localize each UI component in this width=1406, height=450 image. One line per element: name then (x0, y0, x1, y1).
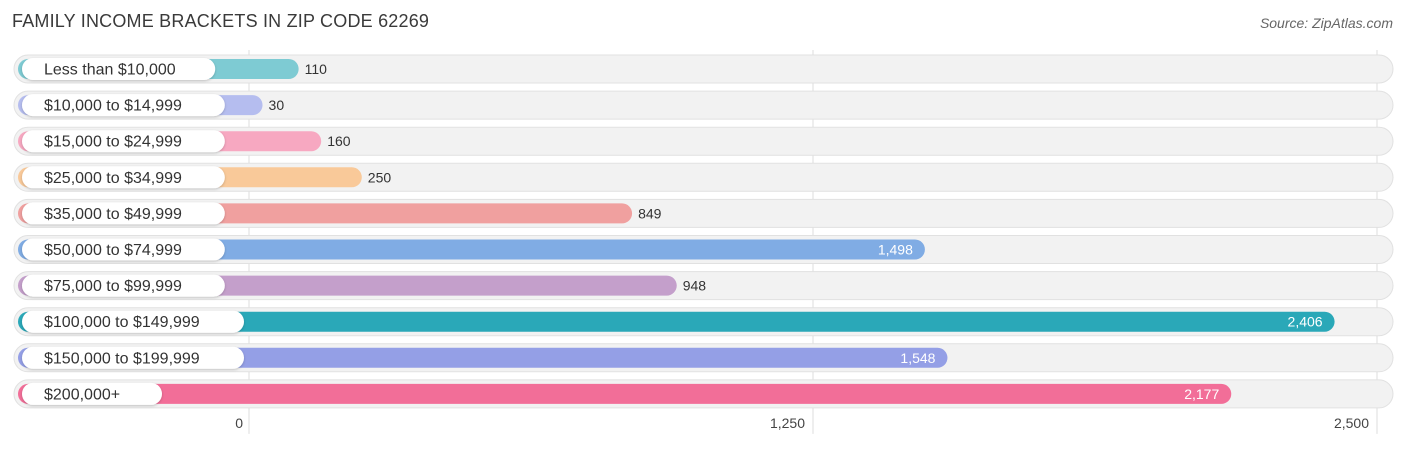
bar (18, 311, 1335, 332)
value-label: 849 (638, 205, 662, 221)
value-label: 1,548 (900, 350, 935, 366)
category-label-pill (22, 94, 225, 117)
category-label-pill (22, 130, 225, 153)
bar-row: Less than $10,000 110 (13, 54, 1394, 84)
category-label-pill (22, 310, 244, 333)
bar-row: $75,000 to $99,999 948 (13, 271, 1394, 301)
bar (18, 383, 1232, 404)
category-label: $150,000 to $199,999 (44, 350, 200, 367)
bar-row: $35,000 to $49,999 849 (13, 198, 1394, 228)
bar-row: $100,000 to $149,999 2,406 (13, 307, 1394, 337)
x-tick-label: 0 (235, 415, 243, 431)
category-label: $10,000 to $14,999 (44, 98, 182, 115)
bar-row: $150,000 to $199,999 1,548 (13, 343, 1394, 373)
source-note: Source: ZipAtlas.com (1259, 15, 1393, 31)
bar-track (13, 54, 1394, 84)
value-label: 160 (327, 133, 351, 149)
bar-track (13, 126, 1394, 156)
bar-row: $10,000 to $14,999 30 (13, 90, 1394, 120)
value-label: 2,177 (1184, 386, 1219, 402)
bar-row: $200,000+ 2,177 (13, 379, 1394, 409)
category-label: $100,000 to $149,999 (44, 314, 200, 331)
bar (18, 239, 925, 260)
category-label-pill (22, 202, 225, 225)
category-label: $50,000 to $74,999 (44, 242, 182, 259)
x-tick-label: 2,500 (1334, 415, 1369, 431)
bar-row: $15,000 to $24,999 160 (13, 126, 1394, 156)
bar-rows: Less than $10,000 110 $10,000 to $14,999 30… (13, 54, 1394, 409)
x-tick-label: 1,250 (770, 415, 805, 431)
category-label: $200,000+ (44, 386, 120, 403)
category-label: $25,000 to $34,999 (44, 170, 182, 187)
category-label-pill (22, 58, 216, 80)
value-label: 2,406 (1288, 314, 1323, 330)
bar-track (13, 90, 1394, 120)
category-label-pill (22, 166, 225, 189)
chart-title: FAMILY INCOME BRACKETS IN ZIP CODE 62269 (12, 11, 430, 31)
value-label: 1,498 (878, 242, 913, 258)
value-label: 110 (305, 61, 328, 77)
category-label: $75,000 to $99,999 (44, 278, 182, 295)
x-axis: 0 1,250 2,500 (235, 415, 1369, 431)
category-label-pill (22, 238, 225, 261)
value-label: 30 (269, 97, 285, 113)
category-label-pill (22, 382, 162, 405)
value-label: 250 (368, 169, 392, 185)
bar (18, 347, 948, 368)
category-label: $35,000 to $49,999 (44, 206, 182, 223)
bar-row: $25,000 to $34,999 250 (13, 162, 1394, 192)
category-label-pill (22, 346, 244, 369)
bar-row: $50,000 to $74,999 1,498 (13, 235, 1394, 264)
category-label-pill (22, 274, 225, 297)
category-label: $15,000 to $24,999 (44, 134, 182, 151)
category-label: Less than $10,000 (44, 62, 176, 79)
value-label: 948 (683, 278, 707, 294)
